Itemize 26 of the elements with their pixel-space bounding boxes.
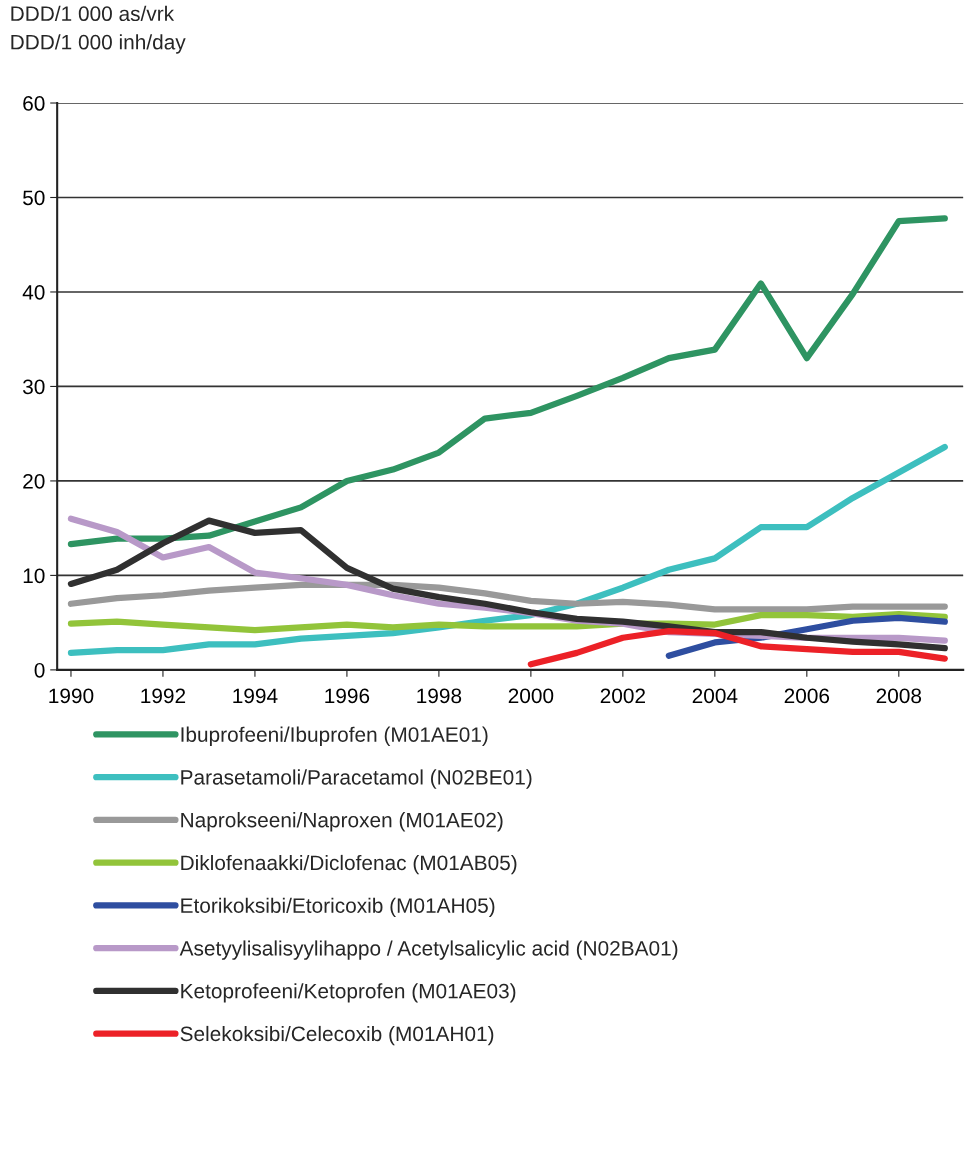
y-tick-label: 50 [23,190,45,206]
x-tick-label: 1994 [233,688,278,704]
legend-label: Naprokseeni/Naproxen (M01AE02) [181,812,503,832]
y-tick-label: 10 [23,568,45,584]
y-tick-label: 20 [23,473,45,489]
legend-label: Diklofenaakki/Diclofenac (M01AB05) [181,854,517,875]
y-tick-label: 0 [34,662,45,678]
legend-label: Ibuprofeeni/Ibuprofen (M01AE01) [181,726,488,747]
x-tick-label: 1992 [141,688,186,704]
legend-label: Selekoksibi/Celecoxib (M01AH01) [180,1025,494,1046]
y-axis-title: DDD/1 000 as/vrk DDD/1 000 inh/day [11,5,186,54]
legend-label: Ketoprofeeni/Ketoprofen (M01AE03) [181,983,516,1003]
y-tick-label: 60 [23,96,45,111]
x-tick-label: 1998 [417,688,462,704]
x-tick-label: 1990 [49,688,94,704]
x-tick-label: 2004 [692,688,738,704]
y-tick-label: 40 [22,284,45,300]
legend-label: Etorikoksibi/Etoricoxib (M01AH05) [181,897,495,918]
x-tick-label: 2002 [600,688,645,704]
x-tick-label: 1996 [325,688,370,704]
x-tick-label: 2008 [876,688,922,704]
x-tick-label: 2000 [508,688,554,704]
legend-label: Parasetamoli/Paracetamol (N02BE01) [181,769,532,789]
x-tick-label: 2006 [784,688,830,704]
legend-label: Asetyylisalisyylihappo / Acetylsalicylic acid (N02BA01) [179,940,678,960]
y-tick-label: 30 [22,379,45,395]
